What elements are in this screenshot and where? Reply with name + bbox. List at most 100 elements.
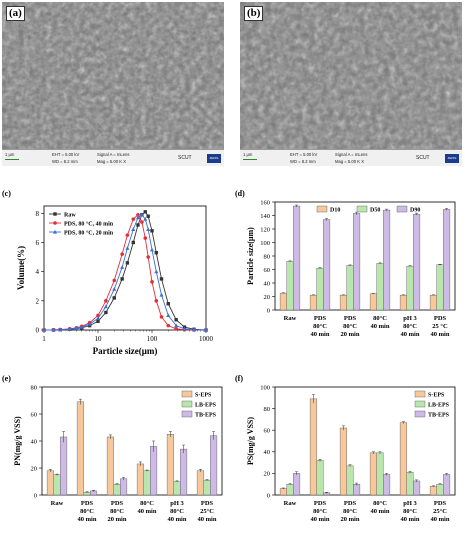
- legend-label: Raw: [64, 212, 76, 218]
- category-label-line: 80°C: [140, 500, 154, 507]
- category-label-line: 80°C: [403, 508, 417, 515]
- bar-tb-eps: [120, 478, 128, 496]
- category-label-line: Raw: [284, 500, 297, 507]
- bar-tb-eps: [180, 448, 188, 496]
- bar-tb-eps: [383, 474, 391, 496]
- bar-d50: [436, 264, 444, 311]
- data-point: [140, 220, 144, 224]
- data-point: [150, 280, 154, 284]
- y-tick-label: 100: [260, 240, 270, 247]
- category-label: 80°C 40 min: [371, 315, 390, 330]
- category-label-line: 40 min: [431, 516, 450, 523]
- panel-label-a: (a): [6, 6, 25, 21]
- sem-image-b: (b) 1 μm EHT = 5.00 kV WD = 8.2 mm Signa…: [240, 2, 462, 166]
- panel-label: (f): [235, 374, 243, 383]
- bar-s-eps: [106, 436, 114, 496]
- category-label-line: 40 min: [431, 331, 450, 338]
- bar-s-eps: [309, 398, 317, 496]
- y-axis-label: Particle size(μm): [246, 227, 255, 285]
- y-tick-label: 120: [260, 226, 270, 233]
- data-point: [139, 212, 144, 217]
- y-tick-label: 4: [36, 268, 40, 276]
- category-label-line: 80°C: [403, 323, 417, 330]
- y-tick-label: 0: [267, 307, 270, 314]
- category-label: PDS 80°C 20 min: [108, 500, 127, 523]
- legend-label: S-EPS: [195, 393, 212, 399]
- category-label-line: PDS: [434, 500, 447, 507]
- category-label-line: PDS: [344, 315, 357, 322]
- category-label-line: pH 3: [170, 500, 184, 507]
- category-label: PDS 80°C 20 min: [341, 500, 360, 523]
- org-text: SCUT: [178, 155, 192, 161]
- category-label-line: 25 °C: [432, 323, 448, 330]
- bar-d90: [383, 209, 391, 311]
- legend-swatch: [181, 400, 193, 408]
- category-label-line: 40 min: [78, 516, 97, 523]
- data-point: [136, 212, 140, 217]
- data-point: [166, 323, 171, 328]
- category-label-line: PDS: [314, 500, 327, 507]
- data-point: [51, 327, 56, 332]
- bar-lb-eps: [436, 483, 444, 496]
- bar-d50: [406, 265, 414, 311]
- bar-d10: [309, 294, 317, 311]
- bar-lb-eps: [376, 452, 384, 496]
- category-label-line: pH 3: [403, 315, 417, 322]
- legend-swatch: [414, 400, 426, 408]
- y-tick-label: 60: [31, 411, 38, 418]
- sem-image-a: (a) 1 μm EHT = 5.00 kV WD = 8.2 mm Signa…: [2, 2, 224, 166]
- data-point: [79, 324, 84, 329]
- data-point: [103, 304, 108, 309]
- legend-swatch: [181, 390, 193, 398]
- bar-s-eps: [399, 422, 407, 496]
- sem-texture-b: [240, 2, 462, 150]
- category-label: PDS 80°C 40 min: [311, 315, 330, 338]
- data-point: [120, 252, 124, 256]
- y-tick-label: 20: [264, 471, 271, 478]
- category-label-line: Raw: [284, 315, 297, 322]
- y-axis-label: PS(mg/g VSS): [246, 417, 255, 465]
- y-tick-label: 40: [31, 438, 38, 445]
- category-label-line: 80°C: [313, 508, 327, 515]
- data-point: [131, 227, 136, 231]
- bar-s-eps: [136, 463, 144, 496]
- mag-text: Mag = 5.00 K X: [335, 159, 364, 164]
- scale-label: 1 μm: [5, 152, 15, 157]
- legend-swatch: [181, 410, 193, 418]
- bar-d10: [339, 294, 347, 311]
- bar-tb-eps: [413, 480, 421, 496]
- legend-label: LB-EPS: [428, 403, 450, 409]
- data-point: [159, 292, 164, 297]
- y-tick-label: 160: [260, 199, 270, 206]
- bar-tb-eps: [443, 474, 451, 496]
- y-tick-label: 80: [264, 253, 271, 260]
- data-point: [159, 315, 164, 319]
- data-point: [131, 240, 135, 245]
- data-point: [143, 210, 147, 214]
- bar-d90: [293, 205, 301, 311]
- x-tick-label: 1: [42, 335, 46, 343]
- bar-s-eps: [46, 470, 54, 496]
- panel-label: (d): [235, 189, 245, 198]
- y-tick-label: 0: [34, 492, 37, 499]
- bar-tb-eps: [60, 436, 68, 496]
- category-label: PDS 25 °C 40 min: [431, 315, 450, 338]
- category-label: PDS 25°C 40 min: [198, 500, 217, 523]
- category-label-line: 40 min: [401, 331, 420, 338]
- data-point: [154, 250, 158, 255]
- bar-s-eps: [196, 470, 204, 496]
- sem-info-bar-b: 1 μm EHT = 5.00 kV WD = 8.2 mm Signal A …: [240, 149, 462, 166]
- mag-text: Mag = 5.00 K X: [97, 159, 126, 164]
- plot-frame: [274, 386, 456, 496]
- bar-d90: [323, 219, 331, 311]
- y-tick-label: 0: [267, 492, 270, 499]
- data-point: [125, 246, 130, 250]
- x-tick-label: 100: [147, 335, 158, 343]
- data-point: [120, 277, 124, 281]
- category-label-line: 40 min: [198, 516, 217, 523]
- category-label-line: PDS: [434, 315, 447, 322]
- legend-marker: [53, 212, 57, 216]
- data-point: [174, 318, 178, 322]
- y-tick-label: 140: [260, 213, 270, 220]
- data-point: [120, 265, 125, 269]
